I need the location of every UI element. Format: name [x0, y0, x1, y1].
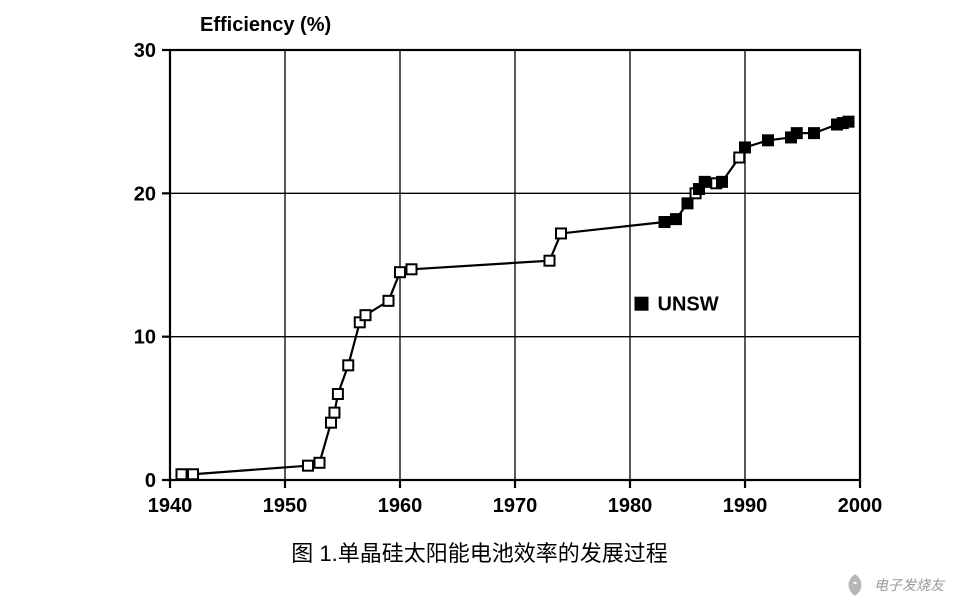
- svg-text:1940: 1940: [148, 495, 193, 517]
- efficiency-chart: 1940 1950 1960 1970 1980 1990 2000 0 10 20 30 UNSW: [70, 10, 890, 580]
- svg-text:10: 10: [134, 327, 156, 349]
- svg-text:30: 30: [134, 40, 156, 62]
- y-axis-title: Efficiency (%): [200, 14, 331, 37]
- chart-container: 1940 1950 1960 1970 1980 1990 2000 0 10 20 30 UNSW: [70, 10, 890, 580]
- svg-text:2000: 2000: [838, 495, 883, 517]
- watermark-icon: [842, 572, 868, 598]
- svg-text:1960: 1960: [378, 495, 423, 517]
- svg-text:1970: 1970: [493, 495, 538, 517]
- figure-caption: 图 1.单晶硅太阳能电池效率的发展过程: [0, 536, 959, 568]
- watermark: 电子发烧友: [842, 572, 944, 598]
- svg-text:0: 0: [145, 470, 156, 492]
- svg-text:20: 20: [134, 183, 156, 205]
- svg-text:1980: 1980: [608, 495, 653, 517]
- svg-text:1950: 1950: [263, 495, 308, 517]
- svg-text:1990: 1990: [723, 495, 768, 517]
- svg-text:UNSW: UNSW: [658, 294, 719, 316]
- watermark-text: 电子发烧友: [874, 575, 944, 595]
